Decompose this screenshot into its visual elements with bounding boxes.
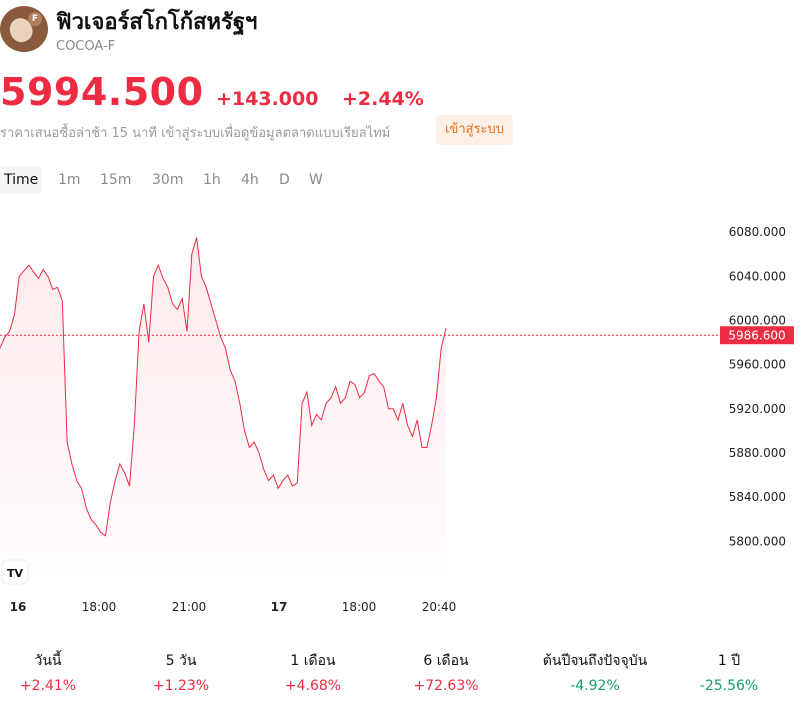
stat-label: 6 เดือน — [423, 653, 469, 669]
stat-value: -25.56% — [699, 678, 759, 694]
stat-label: วันนี้ — [34, 653, 62, 669]
x-tick-label: 20:40 — [422, 600, 457, 614]
stat-label: 1 ปี — [717, 653, 741, 669]
tab-w[interactable]: W — [309, 172, 323, 188]
price-chart[interactable]: 5986.600 6080.000 6040.000 6000.000 5960.00… — [0, 210, 800, 630]
stat-1y: 1 ปี -25.56% — [669, 640, 789, 694]
stat-6m: 6 เดือน +72.63% — [386, 640, 506, 694]
stat-label: ต้นปีจนถึงปัจจุบัน — [542, 653, 648, 669]
watermark-text: TV — [7, 567, 24, 580]
last-price-tag — [720, 326, 794, 345]
price-change-percent: +2.44% — [342, 88, 424, 110]
tab-15m[interactable]: 15m — [100, 172, 132, 188]
y-tick-label: 6040.000 — [729, 269, 786, 283]
x-tick-label: 21:00 — [172, 600, 207, 614]
price-line — [0, 237, 447, 537]
page-title: ฟิวเจอร์สโกโก้สหรัฐฯ — [56, 10, 258, 35]
y-tick-label: 5920.000 — [729, 402, 786, 416]
x-tick-label: 17 — [271, 600, 288, 614]
stat-value: +4.68% — [284, 678, 342, 694]
timeframe-tabs: Time 1m 15m 30m 1h 4h D W — [0, 166, 400, 194]
stat-label: 5 วัน — [165, 653, 197, 669]
cocoa-logo-icon: F — [0, 6, 48, 52]
performance-stats: วันนี้ +2.41% 5 วัน +1.23% 1 เดือน +4.68… — [0, 640, 800, 701]
x-tick-label: 16 — [10, 600, 27, 614]
ticker-symbol: COCOA-F — [56, 39, 116, 54]
stat-label: 1 เดือน — [290, 653, 336, 669]
y-tick-label: 6080.000 — [729, 225, 786, 239]
stat-today: วันนี้ +2.41% — [0, 640, 108, 694]
tradingview-logo-icon: TV — [1, 559, 29, 585]
y-tick-label: 5840.000 — [729, 490, 786, 504]
tab-4h[interactable]: 4h — [241, 172, 259, 188]
tab-time[interactable]: Time — [0, 166, 43, 194]
stat-ytd: ต้นปีจนถึงปัจจุบัน -4.92% — [535, 640, 655, 694]
last-price-label: 5986.600 — [728, 329, 785, 343]
delay-notice: ราคาเสนอซื้อล่าช้า 15 นาที เข้าสู่ระบบเพ… — [0, 126, 391, 141]
stat-value: -4.92% — [570, 678, 620, 694]
quote-row: 5994.500 +143.000 +2.44% — [0, 70, 800, 116]
tab-d[interactable]: D — [279, 172, 290, 188]
y-tick-label: 5800.000 — [729, 534, 786, 548]
y-tick-label: 5880.000 — [729, 446, 786, 460]
y-tick-label: 5960.000 — [729, 358, 786, 372]
stat-value: +2.41% — [19, 678, 77, 694]
tab-1h[interactable]: 1h — [203, 172, 221, 188]
futures-badge: F — [28, 12, 42, 26]
header: F ฟิวเจอร์สโกโก้สหรัฐฯ COCOA-F — [0, 0, 800, 60]
last-price: 5994.500 — [0, 70, 204, 114]
stat-value: +1.23% — [152, 678, 210, 694]
y-tick-label: 6000.000 — [729, 313, 786, 327]
stat-value: +72.63% — [413, 678, 479, 694]
stat-5d: 5 วัน +1.23% — [121, 640, 241, 694]
stat-1m: 1 เดือน +4.68% — [253, 640, 373, 694]
price-area-fill — [0, 237, 446, 580]
x-tick-label: 18:00 — [342, 600, 377, 614]
login-button[interactable]: เข้าสู่ระบบ — [436, 115, 514, 145]
x-tick-label: 18:00 — [82, 600, 117, 614]
tab-30m[interactable]: 30m — [152, 172, 184, 188]
tab-1m[interactable]: 1m — [58, 172, 81, 188]
price-change: +143.000 — [216, 88, 319, 110]
